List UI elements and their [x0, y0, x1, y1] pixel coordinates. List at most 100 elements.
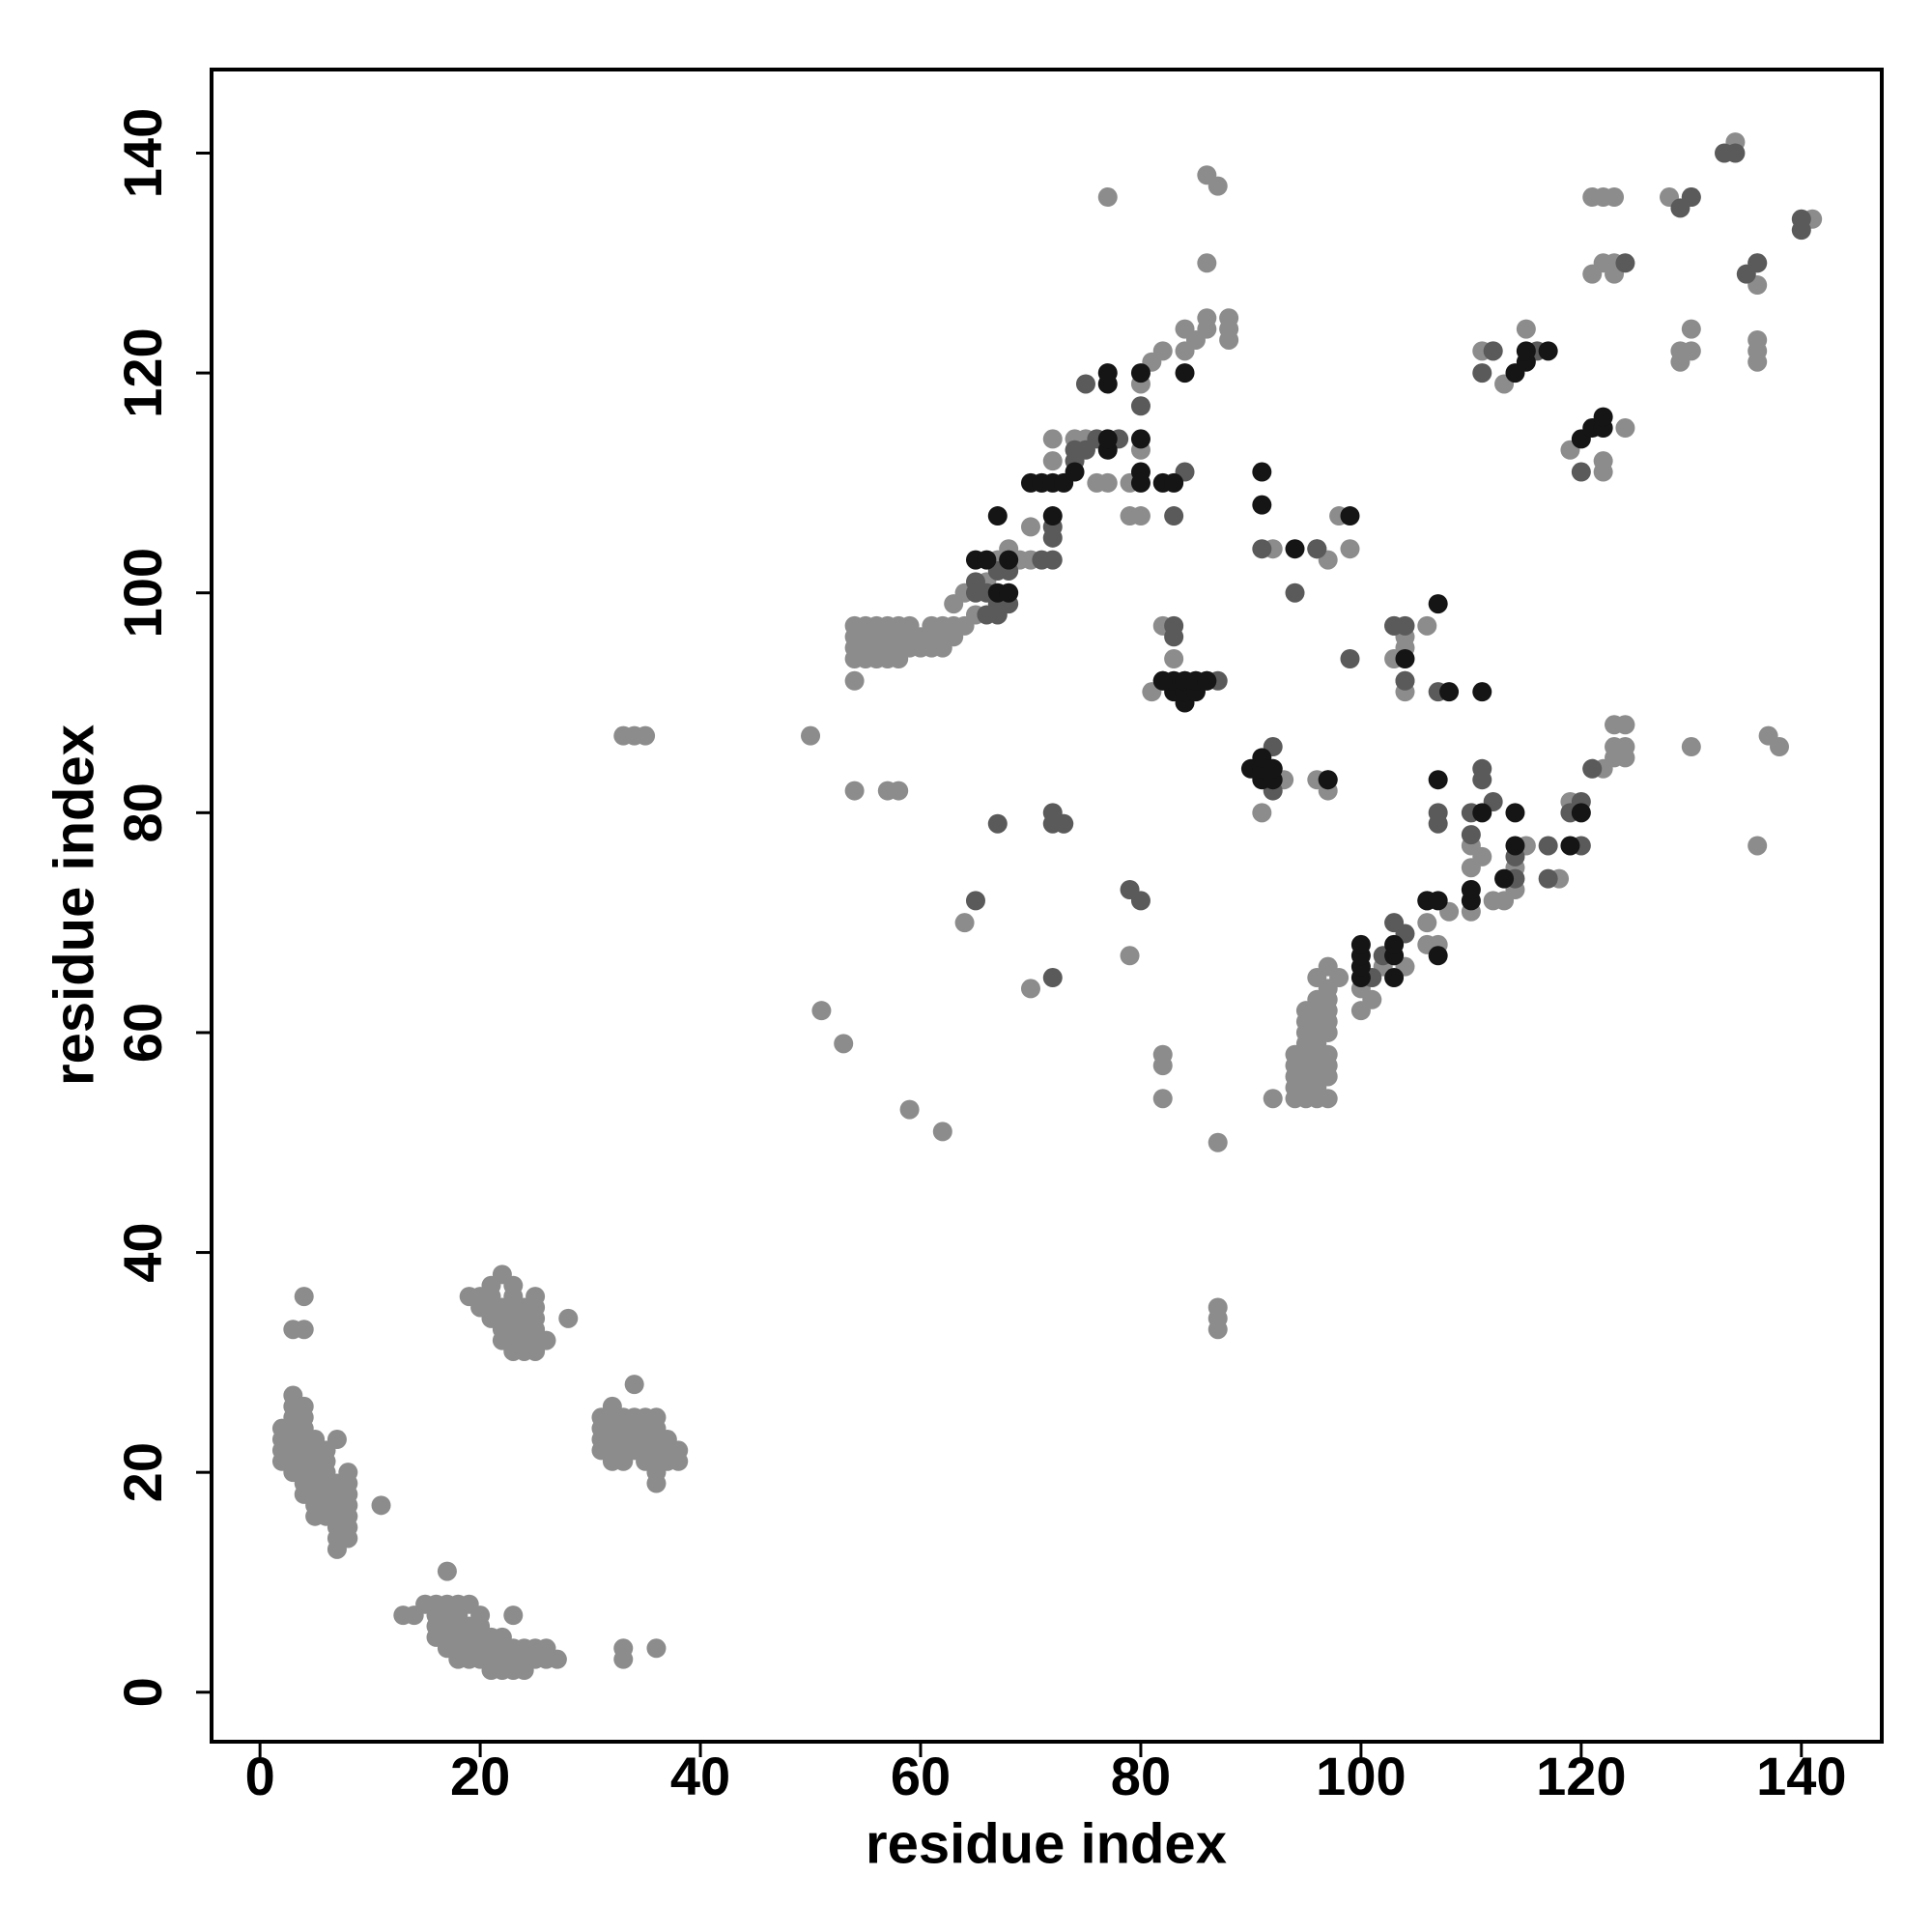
point [1152, 1089, 1173, 1109]
point [624, 1375, 644, 1395]
point [1097, 187, 1118, 208]
point [1130, 506, 1151, 526]
point [1428, 594, 1448, 614]
point [1042, 506, 1063, 526]
point [1571, 803, 1591, 823]
point [1395, 615, 1415, 636]
point [834, 1034, 854, 1054]
point [1770, 737, 1790, 757]
point [547, 1649, 567, 1669]
point [1560, 836, 1580, 856]
point [1318, 770, 1338, 790]
point [1042, 968, 1063, 988]
point [327, 1430, 347, 1450]
point [1791, 209, 1811, 229]
point [668, 1440, 689, 1461]
point [1097, 429, 1118, 449]
point [1505, 803, 1525, 823]
point [294, 1320, 314, 1340]
point [987, 813, 1008, 834]
point [636, 725, 656, 746]
point [1252, 539, 1272, 559]
point [1042, 451, 1063, 471]
point [1042, 550, 1063, 570]
point [1747, 329, 1768, 350]
point [1615, 737, 1635, 757]
point [1428, 803, 1448, 823]
point [811, 1001, 832, 1021]
y-tick-label: 100 [112, 548, 173, 638]
point [1483, 341, 1503, 361]
point [844, 670, 865, 691]
point [1439, 682, 1460, 702]
plot-frame [210, 68, 1884, 1744]
point [1208, 1132, 1228, 1152]
point [1020, 979, 1040, 999]
point [1538, 868, 1558, 889]
point [932, 1122, 952, 1142]
point [1208, 176, 1228, 196]
point [437, 1561, 457, 1581]
point [1152, 341, 1173, 361]
y-tick-label: 20 [112, 1442, 173, 1502]
point [1318, 1044, 1338, 1065]
point [613, 1638, 634, 1659]
point [1472, 803, 1492, 823]
point [1428, 770, 1448, 790]
point [1395, 670, 1415, 691]
y-axis-label: residue index [43, 724, 105, 1086]
point [1164, 615, 1184, 636]
point [470, 1605, 491, 1626]
point [1252, 803, 1272, 823]
point [1605, 187, 1625, 208]
point [1208, 1297, 1228, 1318]
point [1538, 836, 1558, 856]
x-tick-label: 140 [1756, 1746, 1846, 1806]
point [503, 1275, 524, 1295]
point [801, 725, 821, 746]
point [338, 1463, 358, 1483]
point [1340, 649, 1360, 669]
point [1152, 1044, 1173, 1065]
point [1219, 308, 1239, 328]
point [1130, 396, 1151, 416]
point [1130, 429, 1151, 449]
point [999, 550, 1019, 570]
point [1615, 253, 1635, 273]
point [1065, 462, 1085, 482]
point [1428, 891, 1448, 911]
point [1285, 539, 1305, 559]
point [1472, 363, 1492, 384]
point [1130, 472, 1151, 493]
y-tick-label: 140 [112, 108, 173, 198]
point [1384, 913, 1405, 933]
point [1505, 836, 1525, 856]
point [987, 506, 1008, 526]
point [1384, 968, 1405, 988]
x-tick-label: 80 [1111, 1746, 1171, 1806]
point [1130, 363, 1151, 384]
point [1307, 539, 1327, 559]
point [1285, 582, 1305, 603]
y-tick-label: 60 [112, 1003, 173, 1063]
point [899, 1099, 920, 1120]
point [1681, 737, 1701, 757]
point [1362, 989, 1382, 1009]
point [1020, 517, 1040, 537]
point [1164, 472, 1184, 493]
point [1097, 363, 1118, 384]
point [1681, 187, 1701, 208]
point [1065, 440, 1085, 460]
point [954, 913, 975, 933]
point [1681, 319, 1701, 339]
y-tick-label: 80 [112, 782, 173, 842]
point [1472, 758, 1492, 779]
point [844, 781, 865, 801]
x-tick-label: 0 [245, 1746, 275, 1806]
point [1472, 682, 1492, 702]
point [1252, 462, 1272, 482]
point [1538, 341, 1558, 361]
point [1197, 670, 1217, 691]
